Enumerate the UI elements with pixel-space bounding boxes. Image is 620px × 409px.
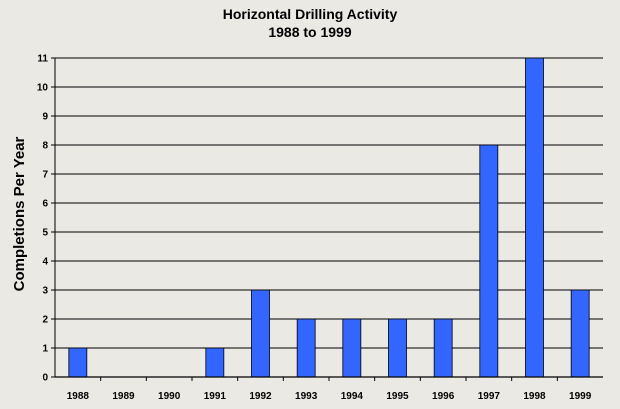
- x-tick-label: 1991: [204, 391, 227, 402]
- y-axis-title: Completions Per Year: [11, 136, 28, 291]
- x-tick-label: 1990: [158, 391, 181, 402]
- y-tick-label: 11: [37, 54, 48, 65]
- y-tick-label: 4: [42, 257, 48, 268]
- y-tick-label: 0: [42, 373, 48, 384]
- x-tick-label: 1993: [295, 391, 318, 402]
- bar: [479, 144, 499, 378]
- y-tick-label: 10: [37, 83, 49, 94]
- y-tick-label: 6: [42, 199, 48, 210]
- chart-title: Horizontal Drilling Activity: [223, 6, 398, 22]
- y-tick-labels: 0 1 2 3 4 5 6 7 8 9 10 11: [37, 54, 49, 384]
- bar: [205, 347, 225, 378]
- x-tick-label: 1988: [67, 391, 90, 402]
- bar: [388, 318, 407, 378]
- bar: [296, 318, 316, 378]
- grid-lines: [51, 57, 603, 381]
- bar: [525, 57, 544, 378]
- chart-subtitle: 1988 to 1999: [268, 24, 351, 40]
- x-tick-label: 1992: [249, 391, 272, 402]
- bar: [342, 318, 362, 378]
- y-tick-label: 1: [42, 344, 48, 355]
- bars: [68, 57, 590, 378]
- x-tick-label: 1997: [478, 391, 501, 402]
- axes: [54, 58, 603, 378]
- x-tick-label: 1996: [432, 391, 455, 402]
- x-tick-label: 1998: [523, 391, 546, 402]
- bar: [251, 289, 270, 378]
- x-tick-label: 1995: [386, 391, 409, 402]
- y-tick-label: 9: [42, 112, 48, 123]
- bar: [68, 347, 88, 378]
- bar: [570, 289, 590, 378]
- y-tick-label: 5: [42, 228, 48, 239]
- y-tick-label: 8: [42, 141, 48, 152]
- y-tick-label: 3: [42, 286, 48, 297]
- bar: [433, 318, 453, 378]
- y-tick-label: 7: [42, 170, 48, 181]
- x-tick-label: 1994: [341, 391, 364, 402]
- x-tick-label: 1999: [569, 391, 592, 402]
- x-tick-label: 1989: [112, 391, 135, 402]
- y-tick-label: 2: [42, 315, 48, 326]
- x-tick-labels: 1988 1989 1990 1991 1992 1993 1994 1995 1996 1997…: [67, 391, 592, 402]
